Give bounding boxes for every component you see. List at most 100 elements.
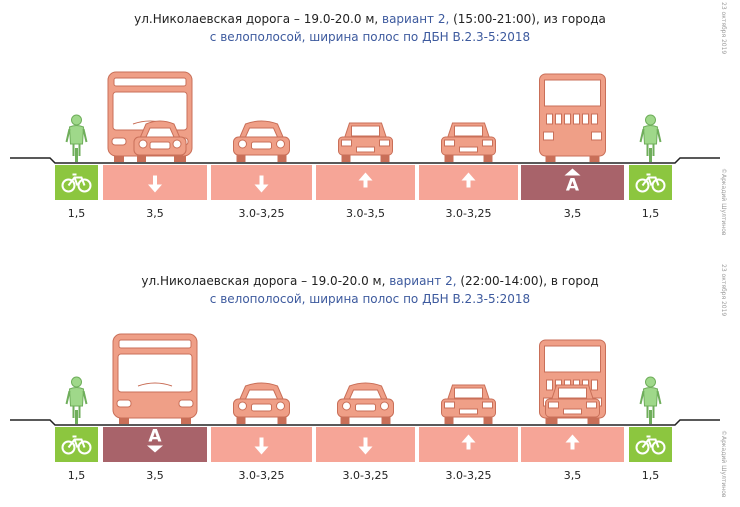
bus-rear-window (544, 79, 601, 107)
lane-3 (211, 382, 312, 462)
car-taillight (548, 401, 559, 409)
lane-width-label: 1,5 (67, 207, 86, 220)
cyclist-arm (82, 128, 88, 143)
lane-width-label: 3,5 (563, 207, 582, 220)
bike-frame (641, 438, 660, 449)
panel-title: ул.Николаевская дорога – 19.0-20.0 м, ва… (0, 10, 740, 28)
cyclist-head (645, 376, 656, 388)
car-headlight (342, 401, 351, 411)
car-wheel (548, 417, 558, 424)
car-wheel (381, 417, 391, 424)
car-rear-window (454, 125, 483, 137)
car-taillight (586, 401, 597, 409)
car-plate (459, 146, 478, 153)
car-windshield (244, 389, 279, 400)
car-wheel (444, 155, 454, 162)
bus-headlight (116, 399, 132, 408)
car-headlight (238, 139, 247, 149)
author-watermark: ©Аркадий Шултинов (720, 168, 727, 236)
cyclist-torso (642, 387, 659, 407)
panel-subtitle: с велополосой, ширина полос по ДБН В.2.3… (209, 30, 531, 44)
car-wheel (236, 155, 246, 162)
car-grille (251, 141, 272, 150)
car-rear-window (454, 387, 483, 399)
car-wheel (483, 155, 493, 162)
car-wheel (587, 417, 597, 424)
car-taillight (444, 401, 455, 409)
car-taillight (341, 139, 352, 147)
bike-wheel (61, 178, 76, 193)
car-headlight (172, 139, 182, 149)
bike-frame (641, 176, 660, 187)
car-grille (149, 141, 171, 150)
cyclist-torso (68, 387, 85, 407)
cyclist-torso (68, 125, 85, 145)
bus-headlight (178, 399, 194, 408)
arrow-shaft (466, 175, 471, 188)
bus-wheel (119, 418, 129, 424)
car-taillight (482, 401, 493, 409)
date-note: 23 октября 2019 (720, 264, 727, 317)
street-cross-section: A (10, 333, 720, 462)
car-taillight (379, 139, 390, 147)
car-wheel (341, 155, 351, 162)
car-plate (459, 408, 478, 415)
cyclist-arm (639, 128, 645, 143)
bus-wheel (589, 156, 600, 162)
date-note: 23 октября 2019 (720, 2, 727, 55)
bus-route-display (113, 77, 187, 87)
lane-6 (521, 339, 624, 462)
lane-2: A (103, 333, 207, 462)
arrow-shaft (466, 437, 471, 450)
title-rest: (22:00-14:00), в город (456, 274, 599, 288)
bike-frame (67, 176, 86, 187)
car-taillight (444, 139, 455, 147)
car-plate (563, 408, 582, 415)
cyclist-arm (656, 128, 662, 143)
lane-width-label: 3,5 (563, 469, 582, 482)
car-wheel (340, 417, 350, 424)
panel-title: ул.Николаевская дорога – 19.0-20.0 м, ва… (0, 272, 740, 290)
cyclist-arm (639, 390, 645, 405)
lane-4 (316, 122, 415, 200)
arrow-shaft (153, 175, 157, 188)
arrow-shaft (570, 437, 575, 450)
bus-wheel (114, 156, 124, 162)
cyclist-arm (65, 128, 71, 143)
bus-lane-letter: A (566, 176, 580, 196)
lane-6: A (521, 73, 624, 200)
lane-width-label: 3.0-3,25 (238, 469, 285, 482)
car-wheel (137, 155, 146, 162)
bike-frame (67, 438, 86, 449)
lane-width-label: 3.0-3,25 (342, 469, 389, 482)
bike-frame (73, 439, 79, 448)
author-watermark: ©Аркадий Шултинов (720, 430, 727, 498)
arrow-head (254, 446, 269, 455)
lane-5 (419, 384, 518, 462)
bus-wiper (137, 382, 173, 387)
bus-grille-vent (582, 113, 589, 125)
car-plate (356, 146, 375, 153)
lane-width-label: 1,5 (641, 469, 660, 482)
lane-band (103, 427, 207, 462)
lane-7 (629, 114, 672, 200)
car-windshield (348, 389, 383, 400)
bus-grille-vent (555, 113, 562, 125)
bike-frame (647, 177, 653, 186)
bike-wheel (635, 440, 650, 455)
car-wheel (236, 417, 246, 424)
car-grille (251, 403, 272, 412)
lane-width-label: 1,5 (641, 207, 660, 220)
title-rest: (15:00-21:00), из города (449, 12, 606, 26)
lane-width-label: 3,5 (146, 207, 164, 220)
cross-section-panel-2: ул.Николаевская дорога – 19.0-20.0 м, ва… (0, 262, 740, 507)
car-headlight (276, 139, 285, 149)
arrow-head (358, 172, 373, 181)
title-variant: вариант 2, (382, 12, 450, 26)
car-wheel (277, 155, 287, 162)
car-grille (355, 403, 376, 412)
title-main: ул.Николаевская дорога – 19.0-20.0 м, (141, 274, 390, 288)
car-headlight (276, 401, 285, 411)
bike-wheel (61, 440, 76, 455)
bike-wheel (635, 178, 650, 193)
